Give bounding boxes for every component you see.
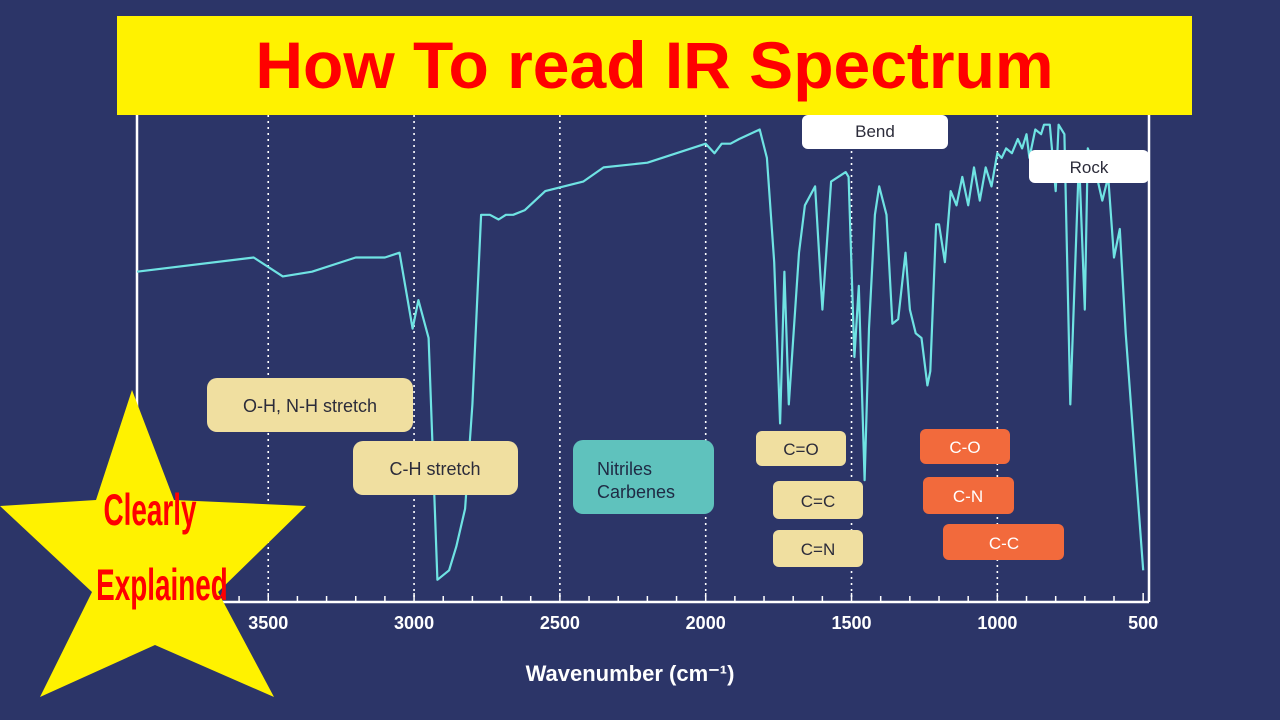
x-axis-minor-ticks (150, 593, 1144, 602)
star-text-line1: Clearly (104, 486, 197, 535)
title-banner: How To read IR Spectrum (117, 16, 1192, 115)
svg-text:Rock: Rock (1070, 158, 1109, 177)
region-label-nitriles-carbenes: Nitriles Carbenes (573, 440, 714, 514)
svg-text:C=C: C=C (801, 492, 835, 511)
x-tick-label-2000: 2000 (686, 613, 726, 633)
x-tick-label-1000: 1000 (977, 613, 1017, 633)
region-label-c-n: C-N (923, 477, 1014, 514)
x-axis-label: Wavenumber (cm⁻¹) (526, 661, 735, 686)
svg-text:C-C: C-C (989, 534, 1019, 553)
star-text-line2: Explained (96, 561, 228, 610)
spectrum-series-line (136, 123, 1145, 581)
region-label-rock: Rock (1029, 150, 1149, 183)
region-label-c-double-c: C=C (773, 481, 863, 519)
star-shape (0, 390, 306, 697)
x-tick-label-2500: 2500 (540, 613, 580, 633)
region-label-bend: Bend (802, 115, 948, 149)
region-label-c-c: C-C (943, 524, 1064, 560)
clearly-explained-star-badge: Clearly Explained (0, 390, 306, 697)
region-label-ch-stretch: C-H stretch (353, 441, 518, 495)
svg-text:C-N: C-N (953, 487, 983, 506)
x-tick-label-3000: 3000 (394, 613, 434, 633)
svg-text:C-O: C-O (949, 438, 980, 457)
x-tick-label-3500: 3500 (248, 613, 288, 633)
svg-text:Nitriles Carbenes: Nitriles Carbenes (597, 459, 675, 502)
svg-text:C-H stretch: C-H stretch (389, 459, 480, 479)
x-tick-label-500: 500 (1128, 613, 1158, 633)
x-axis-tick-labels: 3500 3000 2500 2000 1500 1000 500 (248, 613, 1158, 633)
region-label-c-double-o: C=O (756, 431, 846, 466)
svg-text:Bend: Bend (855, 122, 895, 141)
region-label-c-double-n: C=N (773, 530, 863, 567)
region-label-oh-nh-stretch: O-H, N-H stretch (207, 378, 413, 432)
x-tick-label-1500: 1500 (832, 613, 872, 633)
svg-text:C=N: C=N (801, 540, 835, 559)
svg-text:O-H, N-H stretch: O-H, N-H stretch (243, 396, 377, 416)
gridlines (267, 115, 999, 602)
region-label-c-o: C-O (920, 429, 1010, 464)
svg-text:C=O: C=O (783, 440, 818, 459)
page-title: How To read IR Spectrum (255, 28, 1054, 102)
